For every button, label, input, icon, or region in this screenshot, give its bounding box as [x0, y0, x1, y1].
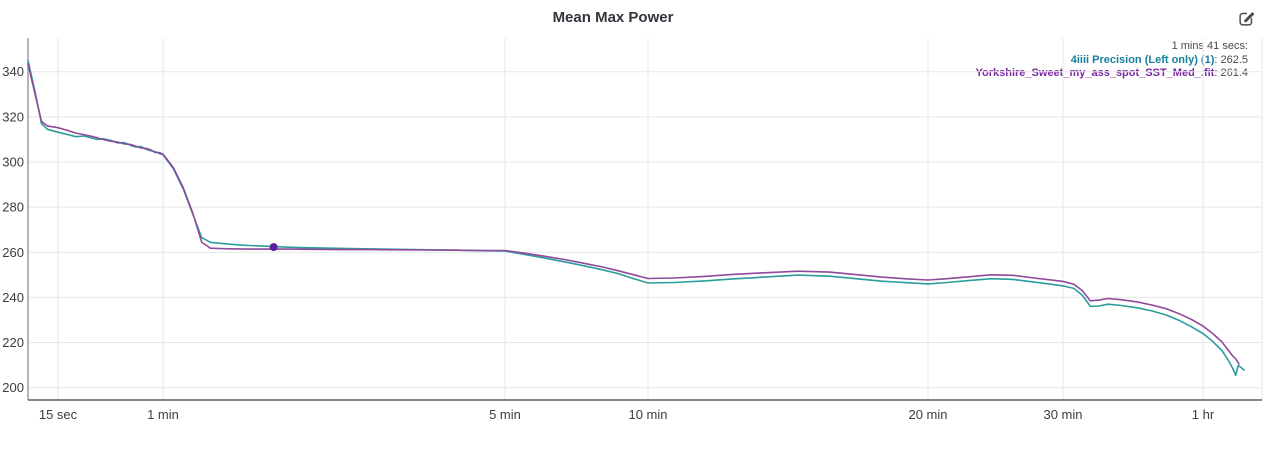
series-line-1: [27, 63, 1240, 365]
edit-icon: [1238, 12, 1254, 26]
y-tick-label: 240: [2, 290, 24, 305]
x-tick-label: 10 min: [628, 407, 667, 422]
y-tick-label: 200: [2, 380, 24, 395]
chart-title: Mean Max Power: [552, 9, 674, 26]
y-tick-label: 220: [2, 335, 24, 350]
x-tick-label: 30 min: [1043, 407, 1082, 422]
y-tick-label: 280: [2, 200, 24, 215]
series-line-0: [27, 59, 1245, 377]
x-tick-label: 1 min: [147, 407, 179, 422]
tooltip-series-entry: Yorkshire_Sweet_my_ass_spot_SST_Med_.fit…: [975, 67, 1249, 79]
tooltip-series-entry: 4iiii Precision (Left only) (1): 262.5: [1070, 53, 1248, 66]
x-tick-label: 1 hr: [1192, 407, 1215, 422]
y-tick-label: 300: [2, 154, 24, 169]
y-tick-label: 320: [2, 109, 24, 124]
x-tick-label: 20 min: [908, 407, 947, 422]
x-tick-label: 5 min: [489, 407, 521, 422]
tooltip-entries: 4iiii Precision (Left only) (1): 262.5 Yo…: [976, 54, 1249, 81]
edit-chart-button[interactable]: [1237, 10, 1255, 28]
y-tick-label: 340: [2, 64, 24, 79]
tooltip-time: 1 mins 41 secs:: [1171, 40, 1248, 52]
y-tick-label: 260: [2, 245, 24, 260]
hover-marker-dot: [269, 243, 278, 252]
x-tick-label: 15 sec: [39, 407, 78, 422]
chart-tooltip: 1 mins 41 secs: 4iiii Precision (Left on…: [976, 40, 1249, 81]
